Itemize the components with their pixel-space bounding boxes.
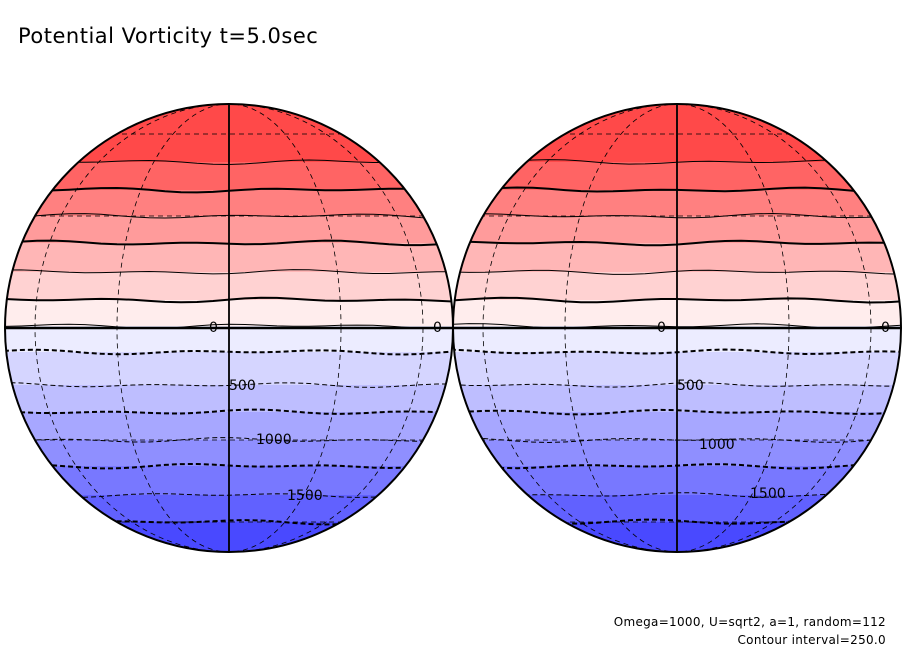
globe-left: [5, 104, 453, 552]
contour-label: 1500: [287, 488, 323, 504]
contour-line: [5, 269, 453, 275]
contour-line: [453, 492, 901, 498]
contour-line: [453, 239, 901, 247]
contour-labels: 0 0 500 1000 1500 0 0 500 1000 1500: [209, 320, 890, 504]
globe-outlines: [4, 103, 902, 553]
contour-line: [5, 408, 453, 415]
contour-line: [5, 462, 453, 470]
globe-right: [453, 104, 901, 552]
contour-line: [453, 382, 901, 388]
chart-title: Potential Vorticity t=5.0sec: [18, 24, 319, 48]
contour-label: 1000: [256, 432, 292, 448]
contour-label: 500: [677, 378, 704, 394]
contour-label: 0: [657, 320, 666, 336]
contour-label: 0: [209, 320, 218, 336]
parameters-note: Omega=1000, U=sqrt2, a=1, random=112: [613, 615, 886, 629]
contour-label: 0: [881, 320, 890, 336]
contour-line: [5, 296, 453, 304]
contour-line: [453, 186, 901, 194]
contour-interval-note: Contour interval=250.0: [737, 633, 886, 647]
meridian-line: [116, 104, 342, 552]
contour-label: 1500: [750, 486, 786, 502]
meridian-line: [482, 104, 872, 552]
contour-line: [5, 348, 453, 356]
globe-outline: [452, 103, 902, 553]
meridian-line: [564, 104, 790, 552]
contour-line: [453, 408, 901, 416]
contour-label: 1000: [699, 437, 735, 453]
contour-line: [453, 463, 901, 470]
contour-label: 500: [229, 378, 256, 394]
contour-line: [453, 212, 901, 219]
contour-line: [5, 381, 453, 388]
contour-line: [5, 323, 453, 330]
meridian-line: [34, 104, 424, 552]
contour-label: 0: [433, 320, 442, 336]
contour-line: [5, 186, 453, 194]
contour-line: [453, 296, 901, 304]
contour-line: [453, 348, 901, 356]
contour-line: [5, 239, 453, 247]
